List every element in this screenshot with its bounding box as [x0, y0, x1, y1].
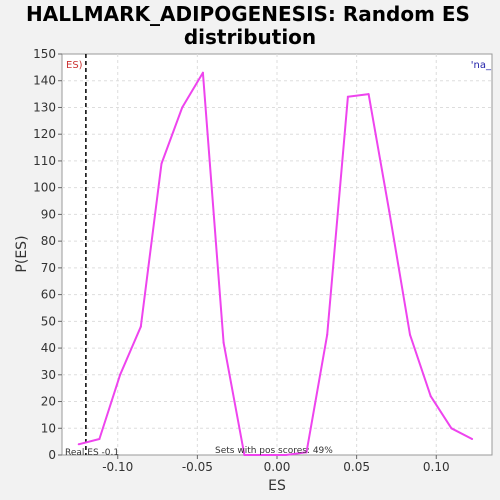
data-point: [222, 341, 225, 344]
real-es-label: Real ES -0.1: [65, 448, 119, 458]
data-point: [160, 162, 163, 165]
chart-title-line-2: distribution: [184, 25, 316, 49]
y-axis-label: P(ES): [14, 235, 30, 272]
x-tick-label: 0.00: [264, 460, 291, 474]
data-point: [326, 333, 329, 336]
data-point: [201, 71, 204, 74]
data-point: [139, 325, 142, 328]
data-point: [264, 454, 267, 456]
data-point: [388, 210, 391, 213]
y-tick-label: 90: [41, 207, 56, 221]
y-tick-label: 80: [41, 234, 56, 248]
y-tick-label: 60: [41, 288, 56, 302]
y-tick-label: 70: [41, 261, 56, 275]
data-point: [243, 454, 246, 456]
y-tick-label: 130: [33, 100, 56, 114]
data-point: [429, 395, 432, 398]
y-tick-label: 140: [33, 74, 56, 88]
y-tick-label: 100: [33, 181, 56, 195]
y-axis-ticks: 0 10 20 30 40 50 60 70 80 90 100 110 120 130 140 150: [33, 47, 62, 462]
x-tick-label: -0.10: [102, 460, 133, 474]
data-point: [119, 373, 122, 376]
data-point: [77, 443, 80, 446]
x-tick-label: 0.10: [423, 460, 450, 474]
data-point: [346, 95, 349, 98]
x-tick-label: 0.05: [343, 460, 370, 474]
data-point: [98, 437, 101, 440]
y-tick-label: 30: [41, 368, 56, 382]
y-tick-label: 40: [41, 341, 56, 355]
data-point: [305, 451, 308, 454]
y-tick-label: 150: [33, 47, 56, 61]
pos-scores-label: Sets with pos scores: 49%: [215, 446, 333, 456]
y-tick-label: 20: [41, 395, 56, 409]
y-tick-label: 50: [41, 314, 56, 328]
data-point: [408, 333, 411, 336]
series-group: [77, 71, 474, 456]
data-point: [181, 106, 184, 109]
grid-lines: [62, 54, 492, 455]
data-point: [284, 454, 287, 456]
x-tick-label: -0.05: [182, 460, 213, 474]
y-tick-label: 10: [41, 421, 56, 435]
y-tick-label: 0: [48, 448, 56, 462]
data-point: [450, 427, 453, 430]
x-axis-label: ES: [268, 478, 286, 494]
data-point: [471, 437, 474, 440]
data-point: [367, 93, 370, 96]
series-line: [78, 71, 473, 456]
x-axis-ticks: -0.10 -0.05 0.00 0.05 0.10: [102, 455, 450, 474]
legend-right-label: 'na_: [471, 60, 492, 71]
legend-left-label: ES): [66, 60, 83, 71]
chart-title-line-1: HALLMARK_ADIPOGENESIS: Random ES: [26, 2, 470, 26]
y-tick-label: 110: [33, 154, 56, 168]
y-tick-label: 120: [33, 127, 56, 141]
